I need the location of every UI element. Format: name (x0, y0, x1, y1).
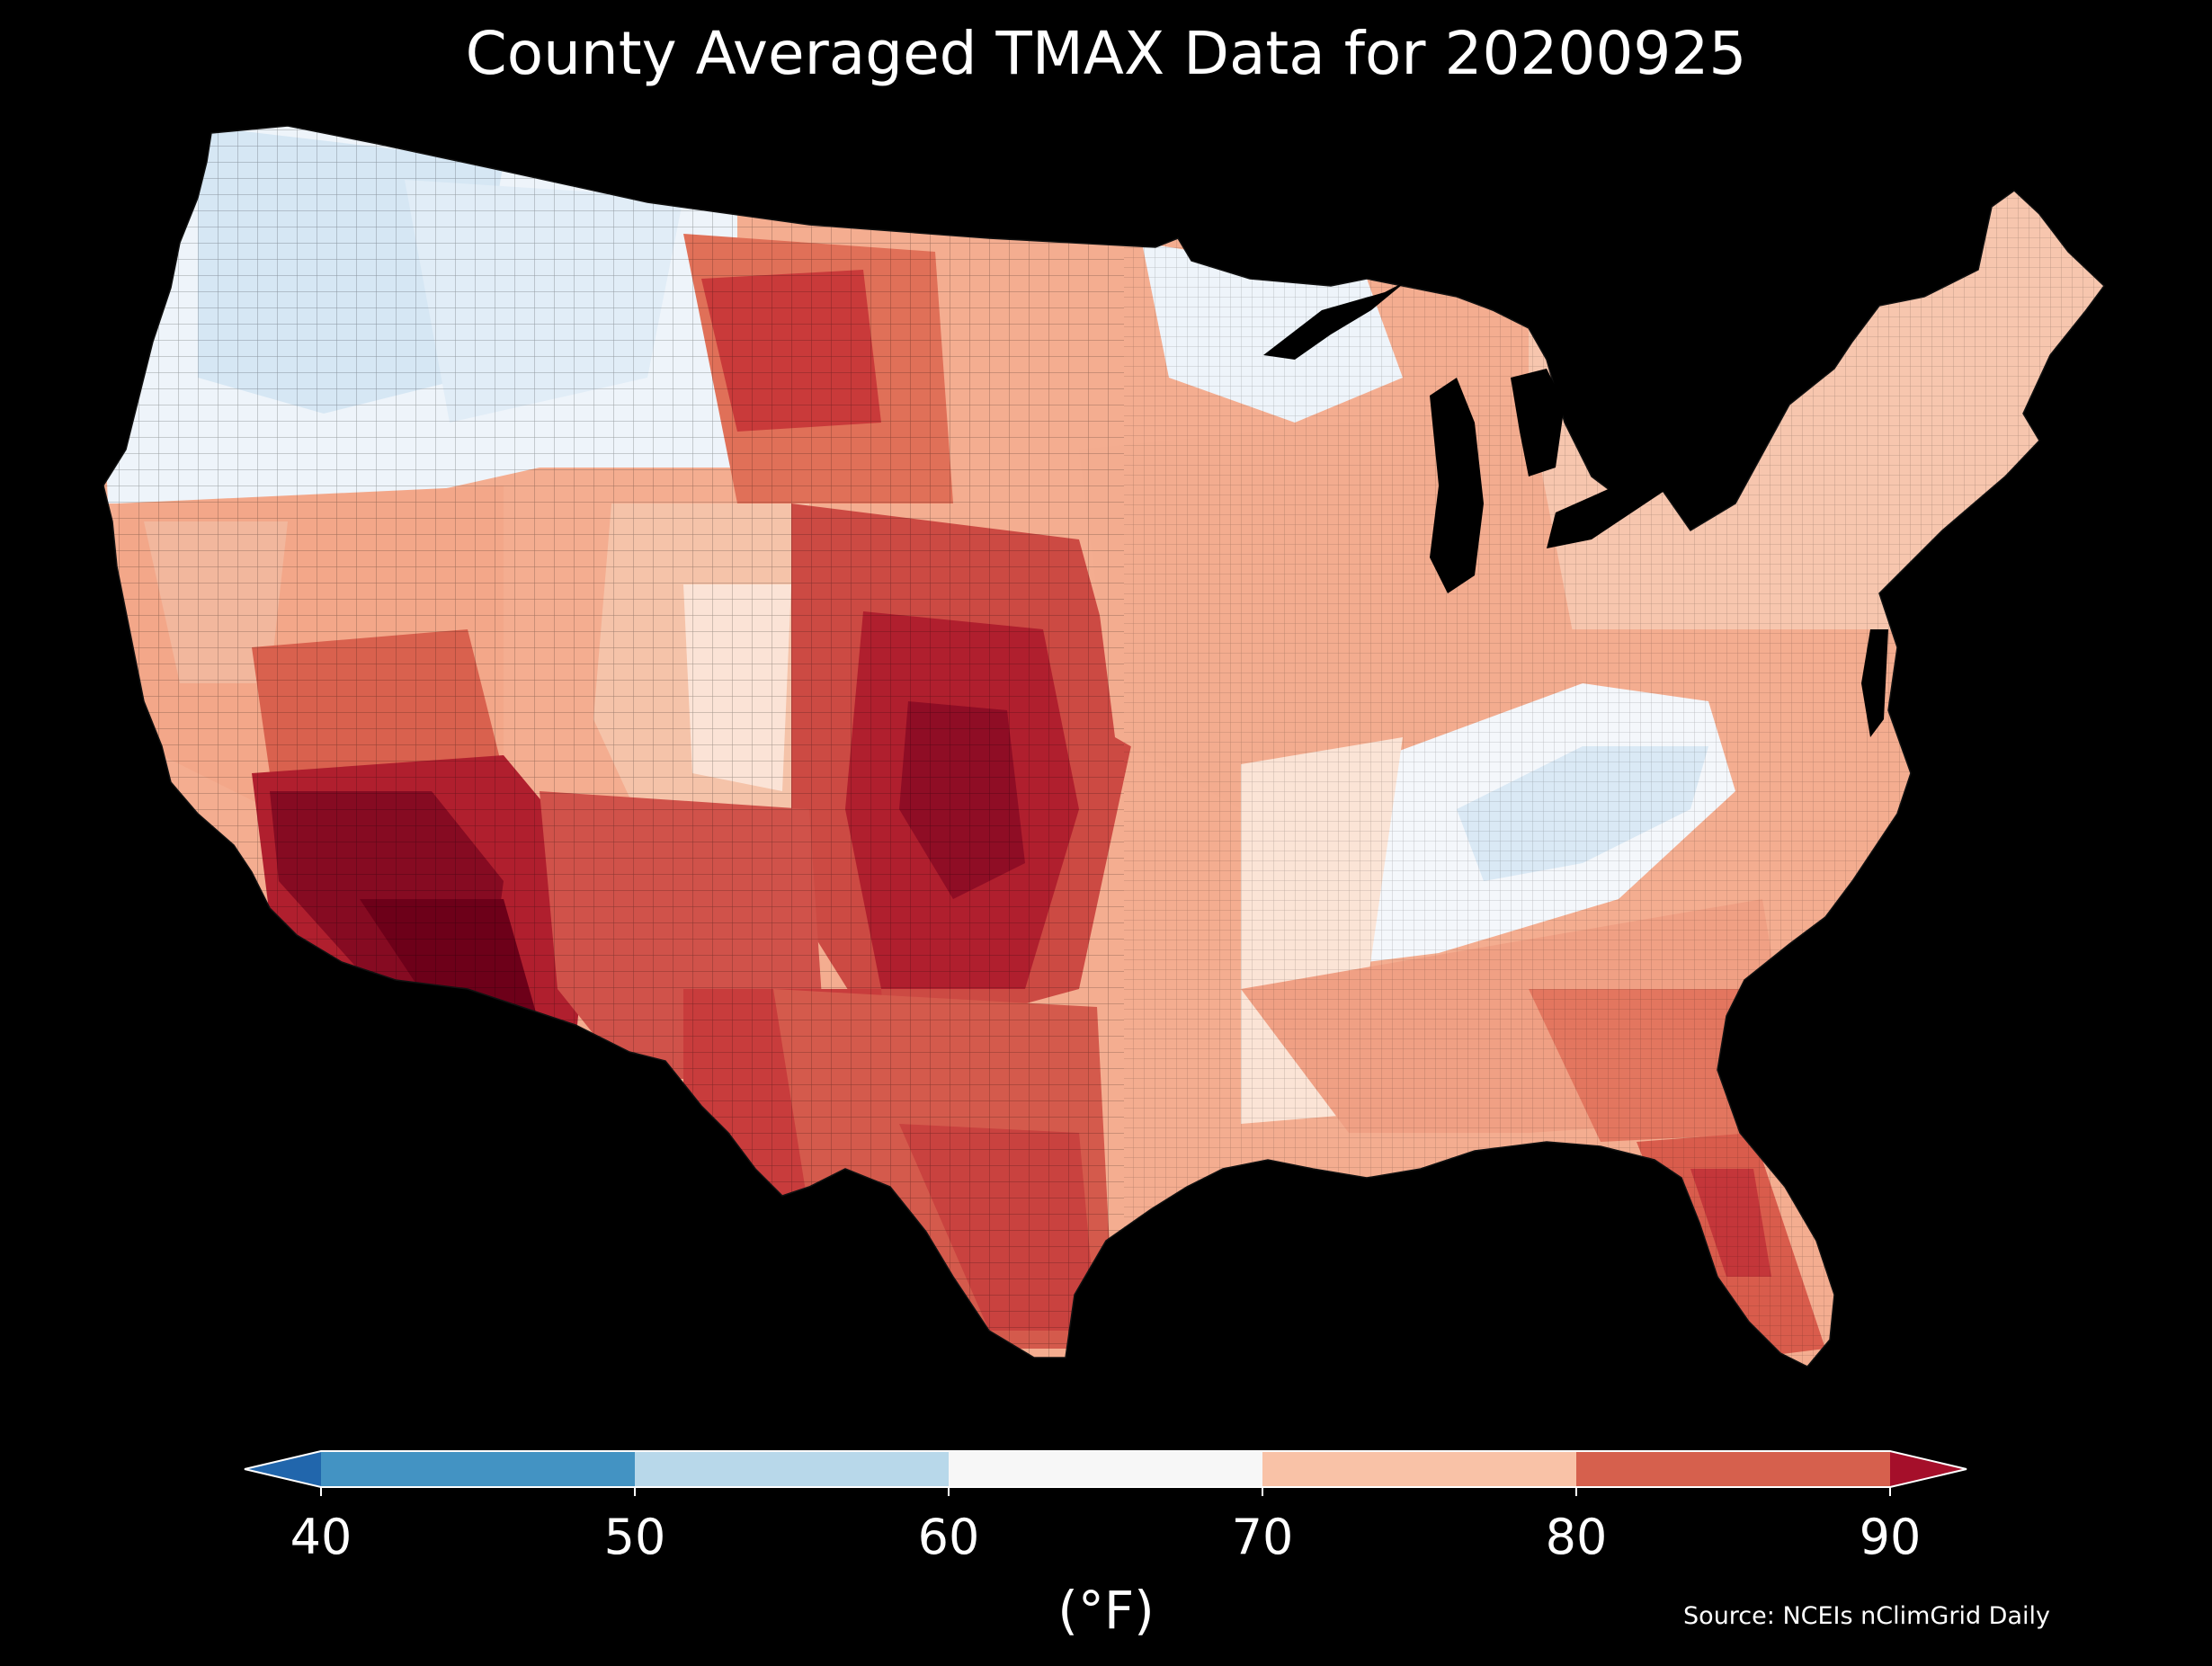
colorbar-extend-low (245, 1451, 321, 1487)
colorbar-bin (1262, 1451, 1576, 1487)
colorbar-bin (949, 1451, 1262, 1487)
colorbar-tick-label: 70 (1231, 1509, 1294, 1565)
source-credit: Source: NCEIs nClimGrid Daily (1683, 1602, 2050, 1630)
map-title: County Averaged TMAX Data for 20200925 (465, 19, 1747, 88)
colorbar-tick-label: 40 (290, 1509, 352, 1565)
great-lakes (1263, 281, 1888, 737)
colorbar-bin (321, 1451, 635, 1487)
colorbar-units-label: (°F) (1057, 1580, 1155, 1641)
colorbar-bin (635, 1451, 949, 1487)
colorbar-tick-label: 80 (1545, 1509, 1608, 1565)
colorbar-bin (1576, 1451, 1890, 1487)
colorbar-tick-label: 90 (1859, 1509, 1922, 1565)
colorbar-extend-high (1890, 1451, 1967, 1487)
colorbar-tick-label: 50 (603, 1509, 666, 1565)
colorbar-tick-label: 60 (917, 1509, 980, 1565)
